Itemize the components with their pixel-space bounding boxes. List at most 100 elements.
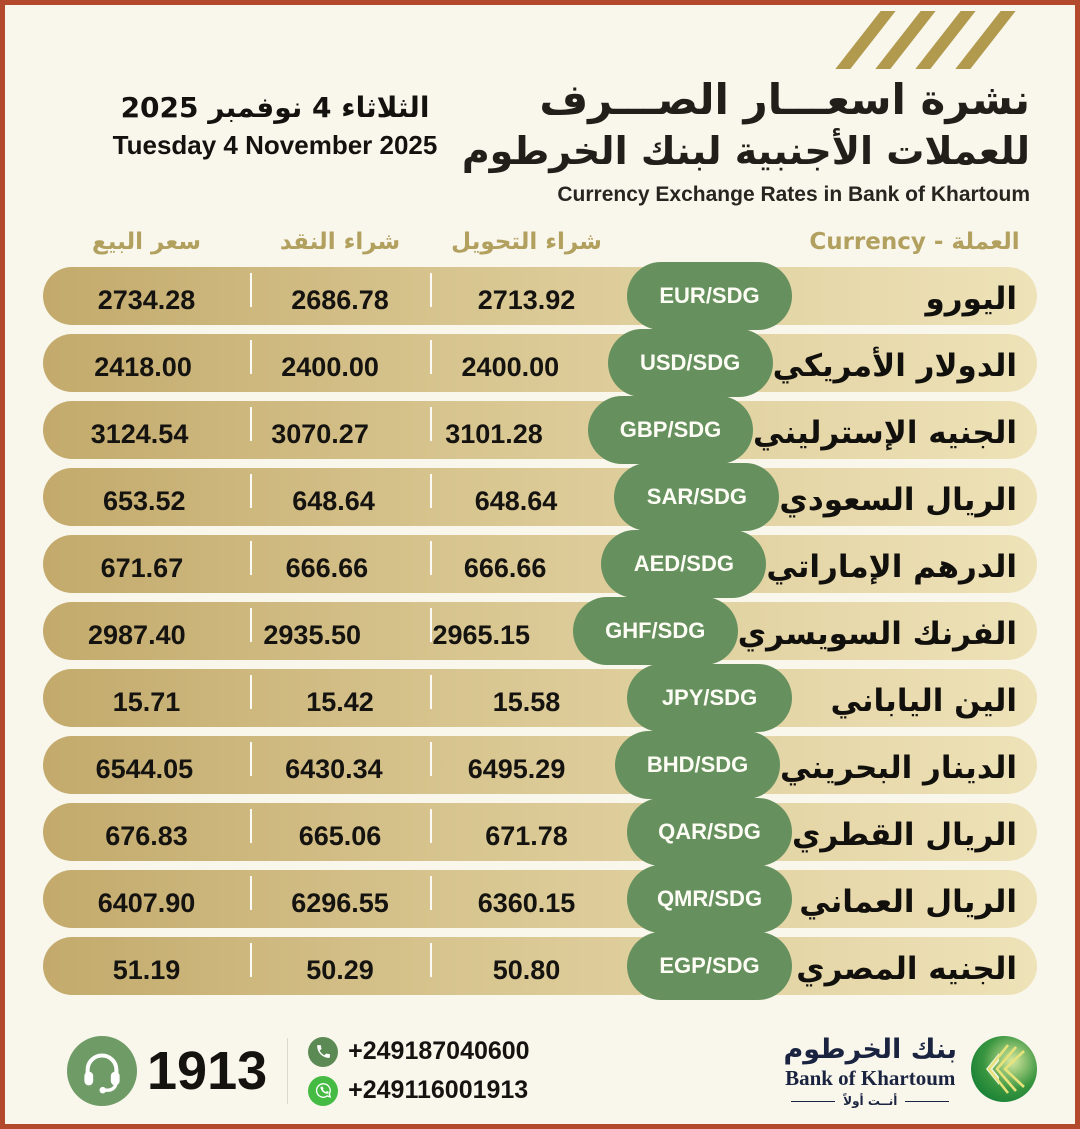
cash-buy-value: 15.42	[306, 686, 374, 717]
column-divider	[430, 273, 432, 307]
slogan-rule	[791, 1100, 836, 1102]
rate-row: 15.71 15.42 15.58 JPY/SDG الين الياباني	[43, 664, 1037, 732]
date-block: الثلاثاء 4 نوفمبر 2025 Tuesday 4 Novembe…	[75, 91, 475, 161]
cash-buy-value: 665.06	[298, 820, 382, 851]
cash-buy-value: 3070.27	[271, 418, 369, 449]
page-title-arabic-line2: للعملات الأجنبية لبنك الخرطوم	[461, 128, 1030, 173]
bank-logo-text: بنك الخرطوم Bank of Khartoum أنــت أولاً	[784, 1034, 958, 1108]
currency-name-arabic: الجنيه المصري	[796, 951, 1017, 987]
column-divider	[430, 340, 432, 374]
currency-name-arabic: الدينار البحريني	[780, 750, 1017, 786]
phone-number: +249187040600	[348, 1037, 530, 1065]
header-transfer-buy: شراء التحويل	[451, 229, 602, 255]
column-divider	[430, 876, 432, 910]
currency-name-arabic: الريال العماني	[799, 884, 1017, 920]
column-divider	[430, 541, 432, 575]
column-divider	[250, 675, 252, 709]
currency-code-badge: GBP/SDG	[588, 396, 754, 464]
slogan-rule	[905, 1100, 950, 1102]
transfer-buy-value: 666.66	[463, 552, 547, 583]
column-divider	[250, 876, 252, 910]
currency-code-badge: USD/SDG	[607, 329, 773, 397]
currency-code-badge: JPY/SDG	[627, 664, 792, 732]
whatsapp-icon	[308, 1075, 339, 1106]
currency-name-arabic: اليورو	[925, 281, 1017, 317]
header-sell-price: سعر البيع	[92, 229, 201, 255]
rate-row: 6407.90 6296.55 6360.15 QMR/SDG الريال ا…	[43, 865, 1037, 933]
column-divider	[430, 474, 432, 508]
currency-code-badge: EGP/SDG	[627, 932, 792, 1000]
footer: 1913 +249187040600 +249116001913	[43, 1023, 1037, 1119]
gold-stripes-decoration	[835, 11, 1016, 69]
transfer-buy-value: 6495.29	[467, 753, 566, 784]
currency-name-arabic: الريال القطري	[792, 817, 1017, 853]
headset-icon	[67, 1036, 137, 1106]
rate-row: 676.83 665.06 671.78 QAR/SDG الريال القط…	[43, 798, 1037, 866]
page-subtitle-english: Currency Exchange Rates in Bank of Khart…	[557, 183, 1030, 207]
column-divider	[430, 675, 432, 709]
date-english: Tuesday 4 November 2025	[112, 130, 438, 160]
sell-price-value: 2734.28	[97, 284, 196, 315]
cash-buy-value: 2686.78	[291, 284, 389, 315]
sell-price-value: 676.83	[105, 820, 188, 851]
transfer-buy-value: 671.78	[485, 820, 568, 851]
cash-buy-value: 648.64	[292, 485, 375, 516]
column-divider	[430, 742, 432, 776]
rate-row: 6544.05 6430.34 6495.29 BHD/SDG الدينار …	[43, 731, 1037, 799]
column-divider	[250, 407, 252, 441]
column-divider	[250, 273, 252, 307]
bank-slogan-arabic: أنــت أولاً	[843, 1094, 898, 1108]
transfer-buy-value: 6360.15	[477, 887, 576, 918]
currency-name-arabic: الفرنك السويسري	[737, 616, 1018, 652]
phone-contact: +249187040600	[308, 1036, 530, 1067]
hotline-number: 1913	[147, 1041, 268, 1101]
currency-name-arabic: الين الياباني	[830, 683, 1017, 719]
currency-name-arabic: الجنيه الإسترليني	[753, 415, 1017, 451]
rate-row: 51.19 50.29 50.80 EGP/SDG الجنيه المصري	[43, 932, 1037, 1000]
bank-name-arabic: بنك الخرطوم	[783, 1034, 958, 1065]
column-divider	[250, 943, 252, 977]
cash-buy-value: 6296.55	[291, 887, 389, 918]
contact-list: +249187040600 +249116001913	[308, 1036, 530, 1106]
rate-row: 653.52 648.64 648.64 SAR/SDG الريال السع…	[43, 463, 1037, 531]
column-divider	[430, 407, 432, 441]
currency-code-badge: QMR/SDG	[627, 865, 792, 933]
column-divider	[250, 608, 252, 642]
column-divider	[250, 809, 252, 843]
sell-price-value: 653.52	[102, 485, 186, 516]
currency-name-arabic: الدولار الأمريكي	[772, 348, 1017, 384]
currency-code-badge: AED/SDG	[601, 530, 767, 598]
sell-price-value: 6407.90	[97, 887, 196, 918]
rate-row: 2734.28 2686.78 2713.92 EUR/SDG اليورو	[43, 262, 1037, 330]
rate-row: 2418.00 2400.00 2400.00 USD/SDG الدولار …	[43, 329, 1037, 397]
bank-slogan: أنــت أولاً	[784, 1094, 958, 1108]
transfer-buy-value: 2713.92	[477, 284, 576, 315]
sell-price-value: 15.71	[112, 686, 181, 717]
currency-code-badge: EUR/SDG	[627, 262, 792, 330]
bank-logo: بنك الخرطوم Bank of Khartoum أنــت أولاً	[784, 1034, 1037, 1108]
header-currency: العملة - Currency	[809, 229, 1020, 255]
transfer-buy-value: 2965.15	[432, 619, 531, 650]
transfer-buy-value: 2400.00	[461, 351, 560, 382]
transfer-buy-value: 50.80	[492, 954, 561, 985]
date-arabic: الثلاثاء 4 نوفمبر 2025	[120, 91, 430, 124]
rate-row: 2987.40 2935.50 2965.15 GHF/SDG الفرنك ا…	[43, 597, 1037, 665]
transfer-buy-value: 15.58	[492, 686, 561, 717]
table-header-row: سعر البيع شراء النقد شراء التحويل العملة…	[43, 229, 1037, 255]
bank-name-english: Bank of Khartoum	[785, 1066, 956, 1090]
column-divider	[250, 541, 252, 575]
column-divider	[250, 474, 252, 508]
sell-price-value: 671.67	[100, 552, 184, 583]
transfer-buy-value: 3101.28	[445, 418, 543, 449]
rate-row: 3124.54 3070.27 3101.28 GBP/SDG الجنيه ا…	[43, 396, 1037, 464]
column-divider	[430, 608, 432, 642]
currency-name-arabic: الريال السعودي	[779, 482, 1017, 518]
transfer-buy-value: 648.64	[474, 485, 558, 516]
bank-logo-mark-icon	[971, 1036, 1037, 1106]
sell-price-value: 3124.54	[90, 418, 189, 449]
sell-price-value: 2418.00	[94, 351, 192, 382]
currency-code-badge: SAR/SDG	[614, 463, 780, 531]
cash-buy-value: 2400.00	[281, 351, 379, 382]
sell-price-value: 51.19	[112, 954, 181, 985]
